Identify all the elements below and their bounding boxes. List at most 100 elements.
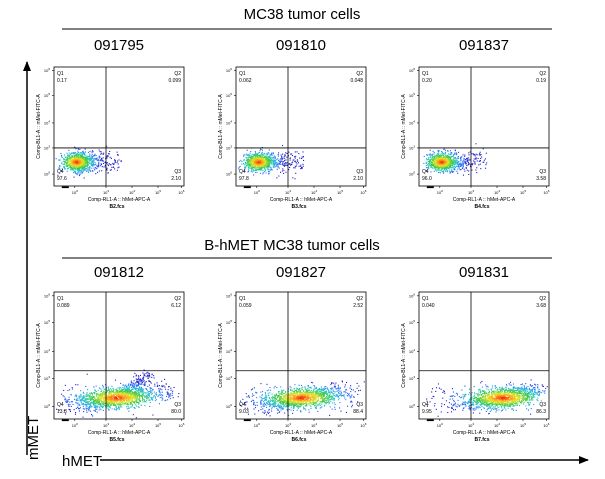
event-dot — [150, 382, 152, 384]
event-dot — [443, 157, 445, 159]
event-dot — [117, 391, 119, 393]
event-dot — [126, 403, 128, 405]
event-dot — [73, 159, 75, 161]
event-dot — [108, 399, 110, 401]
event-dot — [161, 391, 163, 393]
event-dot — [250, 157, 252, 159]
event-dot — [460, 159, 462, 161]
event-dot — [262, 156, 264, 158]
event-dot — [446, 154, 448, 156]
event-dot — [87, 171, 89, 173]
event-dot — [450, 160, 452, 162]
event-dot — [446, 162, 448, 164]
event-dot — [77, 159, 79, 161]
event-dot — [463, 168, 465, 170]
event-dot — [107, 163, 109, 165]
event-dot — [132, 397, 134, 399]
event-dot — [429, 160, 431, 162]
event-dot — [445, 170, 447, 172]
event-dot — [429, 159, 431, 161]
event-dot — [74, 157, 76, 159]
event-dot — [139, 374, 141, 376]
event-dot — [70, 167, 72, 169]
event-dot — [110, 403, 112, 405]
event-dot — [117, 160, 119, 162]
event-dot — [107, 165, 109, 167]
event-dot — [124, 387, 126, 389]
event-dot — [278, 161, 280, 163]
event-dot — [259, 167, 261, 169]
event-dot — [435, 167, 437, 169]
event-dot — [133, 380, 135, 382]
event-dot — [271, 169, 273, 171]
event-dot — [445, 156, 447, 158]
event-dot — [429, 153, 431, 155]
event-dot — [267, 156, 269, 158]
event-dot — [101, 153, 103, 155]
event-dot — [141, 380, 143, 382]
event-dot — [444, 160, 446, 162]
event-dot — [438, 158, 440, 160]
event-dot — [80, 152, 82, 154]
event-dot — [251, 159, 253, 161]
event-dot — [78, 410, 80, 412]
event-dot — [281, 170, 283, 172]
event-dot — [110, 157, 112, 159]
event-dot — [426, 154, 428, 156]
event-dot — [73, 167, 75, 169]
event-dot — [257, 167, 259, 169]
event-dot — [70, 165, 72, 167]
event-dot — [83, 152, 85, 154]
event-dot — [102, 392, 104, 394]
event-dot — [58, 167, 60, 169]
event-dot — [458, 166, 460, 168]
event-dot — [268, 171, 270, 173]
event-dot — [131, 405, 133, 407]
event-dot — [261, 161, 263, 163]
event-dot — [76, 161, 78, 163]
event-dot — [168, 395, 170, 397]
event-dots — [239, 380, 365, 417]
event-dot — [103, 394, 105, 396]
event-dot — [142, 401, 144, 403]
event-dot — [92, 155, 94, 157]
event-dot — [262, 165, 264, 167]
event-dot — [443, 156, 445, 158]
event-dot — [248, 164, 250, 166]
event-dot — [450, 166, 452, 168]
event-dot — [106, 395, 108, 397]
event-dot — [252, 164, 254, 166]
event-dot — [433, 156, 435, 158]
event-dot — [134, 395, 136, 397]
event-dot — [138, 387, 140, 389]
y-tick-label: 103 — [226, 144, 232, 150]
event-dot — [125, 389, 127, 391]
event-dot — [138, 389, 140, 391]
event-dot — [126, 395, 128, 397]
event-dot — [142, 380, 144, 382]
event-dot — [443, 164, 445, 166]
event-dot — [78, 154, 80, 156]
event-dot — [75, 402, 77, 404]
event-dot — [88, 158, 90, 160]
event-dot — [115, 400, 117, 402]
event-dot — [106, 403, 108, 405]
event-dot — [262, 161, 264, 163]
event-dot — [124, 396, 126, 398]
event-dot — [266, 162, 268, 164]
event-dot — [469, 166, 471, 168]
event-dot — [63, 389, 65, 391]
event-dot — [468, 163, 470, 165]
event-dot — [433, 156, 435, 158]
event-dot — [441, 171, 443, 173]
event-dot — [440, 163, 442, 165]
event-dot — [102, 157, 104, 159]
event-dot — [248, 157, 250, 159]
event-dot — [115, 398, 117, 400]
event-dot — [94, 393, 96, 395]
event-dot — [71, 169, 73, 171]
event-dot — [88, 406, 90, 408]
event-dot — [172, 397, 174, 399]
event-dot — [78, 397, 80, 399]
event-dot — [438, 168, 440, 170]
